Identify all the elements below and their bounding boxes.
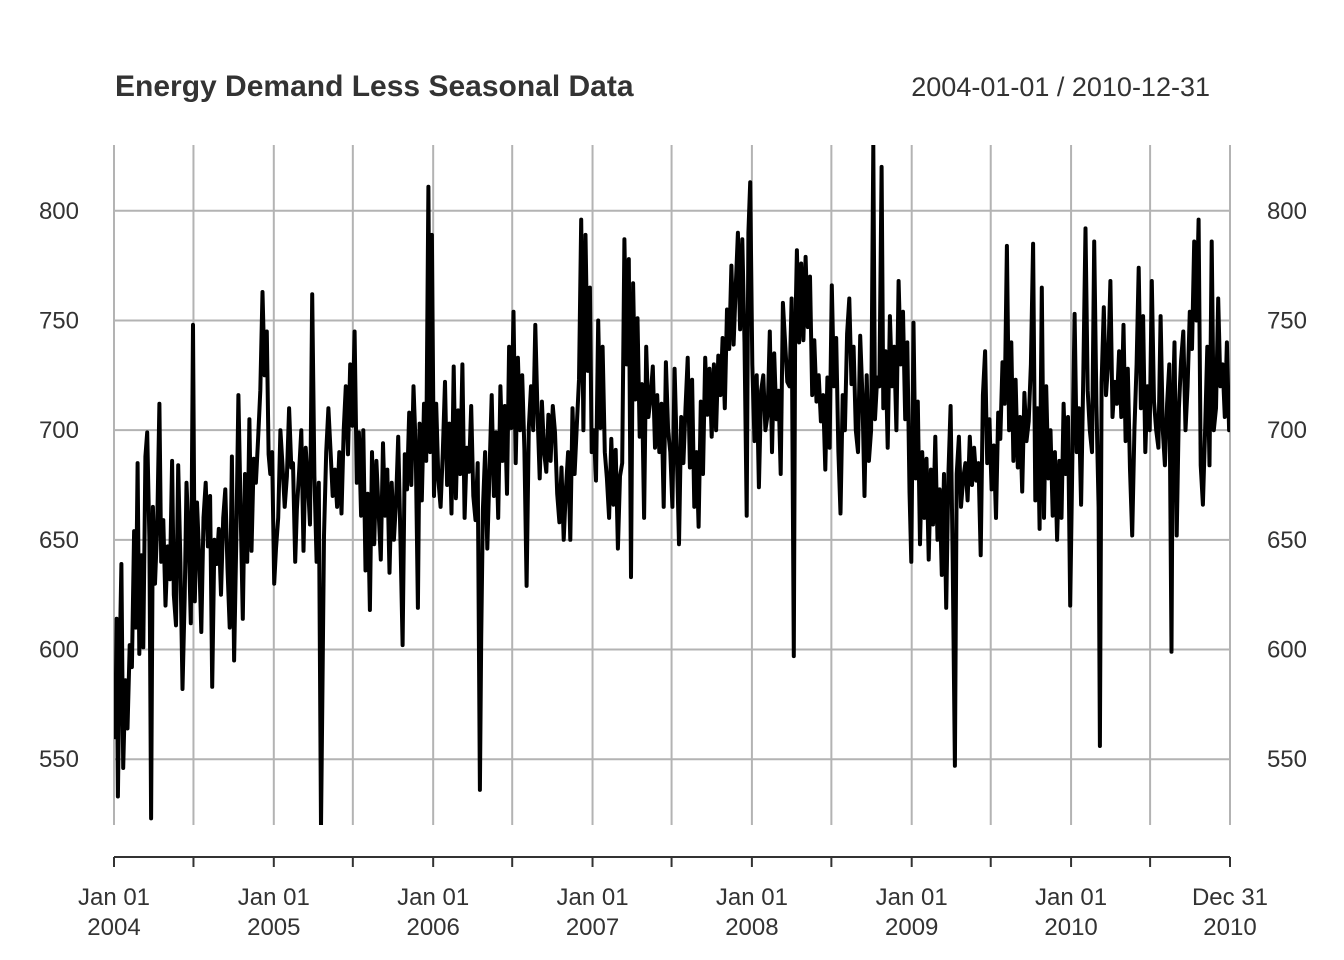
y-tick-label-left: 700 [39,417,79,444]
x-tick-label-line1: Jan 01 [716,884,788,911]
x-tick-label-line2: 2010 [1203,914,1256,941]
x-tick-label-line2: 2010 [1044,914,1097,941]
x-tick-label-line2: 2009 [885,914,938,941]
y-tick-label-left: 750 [39,307,79,334]
x-tick-label-line1: Jan 01 [78,884,150,911]
x-tick-label-line2: 2007 [566,914,619,941]
y-tick-label-left: 600 [39,637,79,664]
y-tick-label-right: 550 [1267,746,1307,773]
series-layer [114,145,1230,825]
x-tick-label-line1: Dec 31 [1192,884,1268,911]
y-tick-label-left: 550 [39,746,79,773]
y-tick-label-left: 650 [39,527,79,554]
y-tick-label-right: 750 [1267,307,1307,334]
y-tick-label-right: 600 [1267,637,1307,664]
x-tick-label-line2: 2008 [725,914,778,941]
x-tick-label-line2: 2006 [406,914,459,941]
date-range-label: 2004-01-01 / 2010-12-31 [911,72,1210,102]
x-axis: Jan 01 2004 Jan 01 2005 Jan 01 2006 Jan 01 2007… [78,856,1268,941]
chart-title: Energy Demand Less Seasonal Data [115,70,634,103]
y-axis-tick-labels: 550 550 600 600 650 650 700 700 750 750 800 800 [39,198,1307,773]
y-tick-label-left: 800 [39,198,79,225]
y-tick-label-right: 700 [1267,417,1307,444]
x-tick-label-line1: Jan 01 [557,884,629,911]
x-tick-label-line1: Jan 01 [1035,884,1107,911]
y-tick-label-right: 650 [1267,527,1307,554]
series-line-0 [114,145,1230,825]
x-tick-label-line1: Jan 01 [238,884,310,911]
x-tick-label-line1: Jan 01 [876,884,948,911]
x-tick-label-line1: Jan 01 [397,884,469,911]
x-tick-label-line2: 2005 [247,914,300,941]
x-tick-label-line2: 2004 [87,914,140,941]
y-tick-label-right: 800 [1267,198,1307,225]
